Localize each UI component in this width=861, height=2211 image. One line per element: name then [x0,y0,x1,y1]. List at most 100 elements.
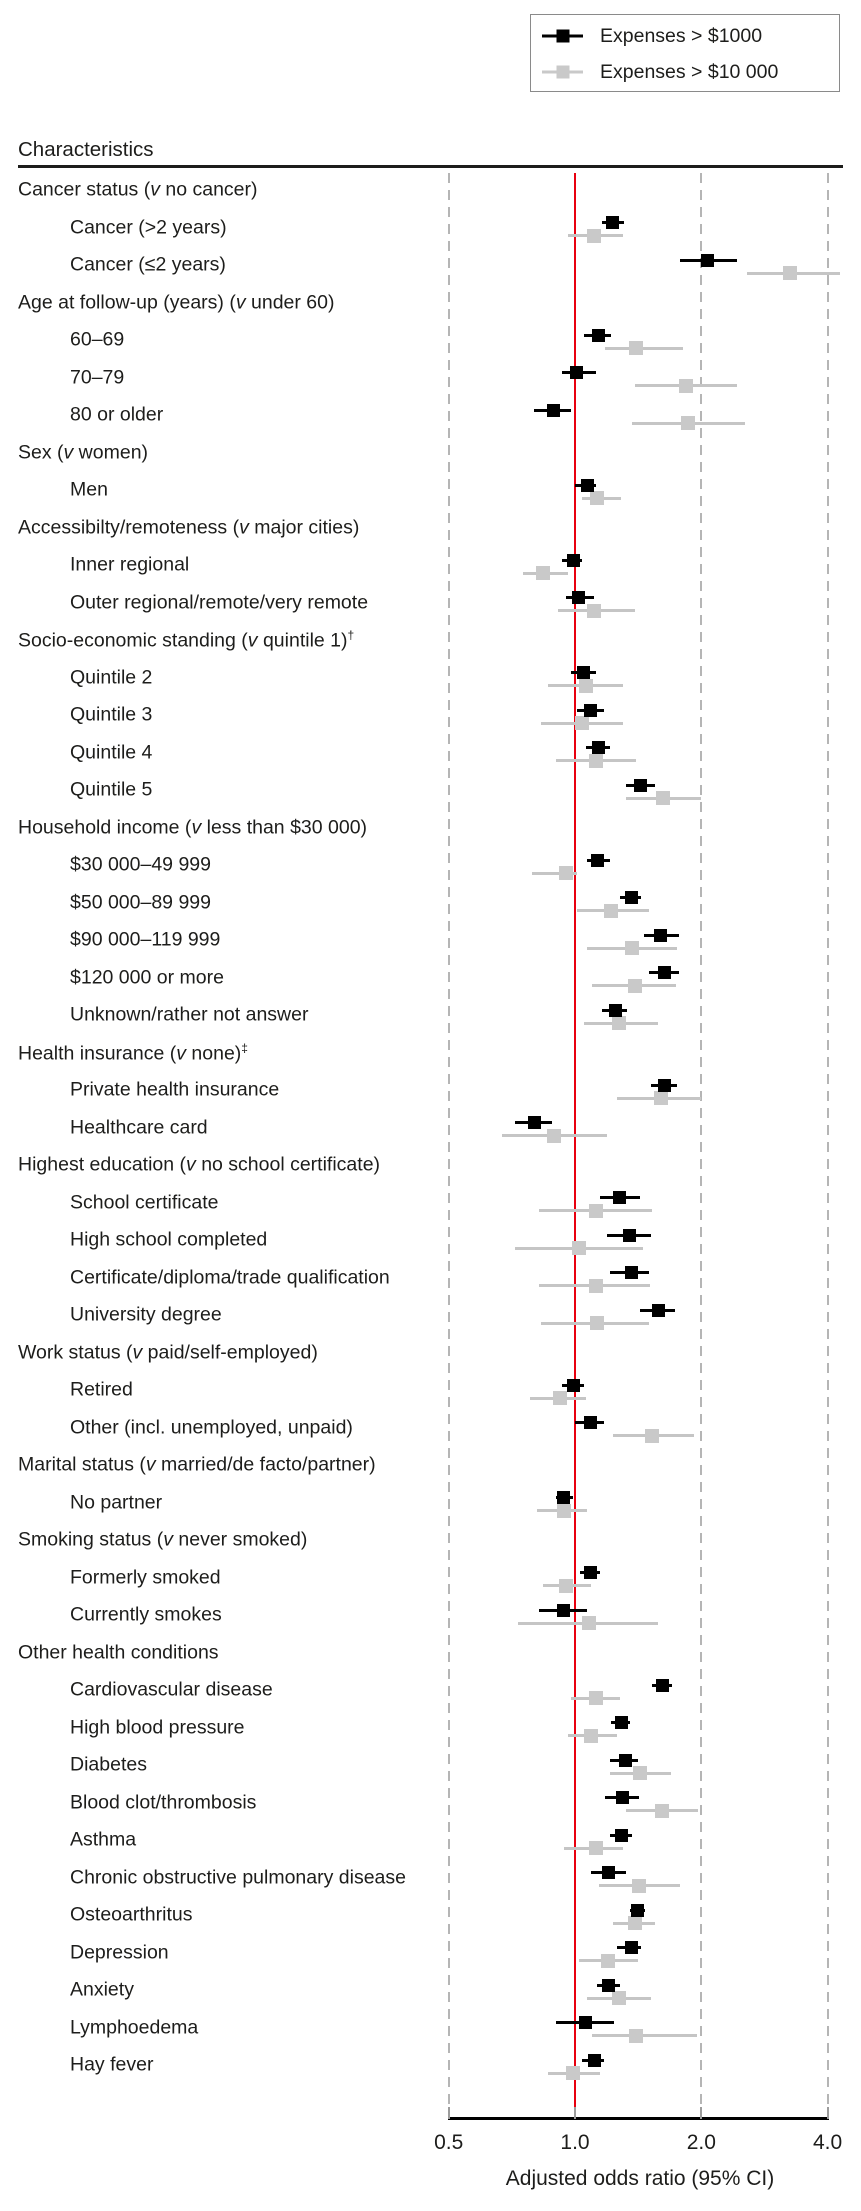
marker-expenses-1000 [547,403,561,417]
marker-expenses-1000 [624,1266,638,1279]
row-group-label: Age at follow-up (years) (v under 60) [18,291,335,313]
marker-expenses-10000 [645,1428,660,1443]
marker-expenses-10000 [587,228,602,243]
marker-expenses-1000 [651,1303,665,1317]
row-item-label: Currently smokes [70,1603,222,1626]
marker-expenses-1000 [557,1491,571,1504]
row-item-label: High blood pressure [70,1716,245,1738]
row-group-label: Smoking status (v never smoked) [18,1528,308,1551]
marker-expenses-1000 [606,216,620,229]
marker-expenses-10000 [578,678,593,693]
row-item-label: $30 000–49 999 [70,853,211,876]
axis-tick [826,2107,829,2119]
row-item-label: 70–79 [70,366,125,388]
marker-expenses-1000 [570,366,584,379]
marker-expenses-10000 [583,1728,598,1743]
row-item-label: University degree [70,1303,222,1326]
row-group-label: Health insurance (v none)‡ [18,1040,248,1064]
row-item-label: Formerly smoked [70,1566,221,1588]
reference-line [574,173,576,2120]
marker-expenses-10000 [628,978,642,993]
ci-line-expenses-10000 [592,2034,697,2037]
marker-expenses-1000 [577,666,591,679]
marker-expenses-10000 [536,566,551,580]
row-item-label: $90 000–119 999 [70,928,221,951]
legend-square-icon [556,65,569,79]
marker-expenses-1000 [566,1378,580,1392]
axis-tick [700,2107,703,2119]
marker-expenses-10000 [625,941,640,955]
legend: Expenses > $1000 Expenses > $10 000 [530,14,840,92]
marker-expenses-1000 [527,1116,541,1129]
row-item-label: Private health insurance [70,1078,280,1101]
x-tick-label: 1.0 [560,2131,590,2154]
row-group-label: Socio-economic standing (v quintile 1)† [18,627,355,652]
marker-expenses-10000 [588,753,603,768]
legend-label: Expenses > $10 000 [600,60,779,83]
marker-expenses-10000 [566,2066,581,2080]
row-group-label: Sex (v women) [18,441,149,463]
marker-expenses-10000 [571,1241,586,1255]
row-item-label: Depression [70,1941,169,1963]
row-item-label: $50 000–89 999 [70,891,211,913]
legend-entry: Expenses > $10 000 [531,54,839,90]
row-item-label: High school completed [70,1228,268,1251]
row-group-label: Marital status (v married/de facto/partn… [18,1453,376,1476]
marker-expenses-10000 [588,1841,603,1855]
marker-expenses-1000 [616,1791,630,1804]
marker-expenses-10000 [633,1766,648,1780]
axis-tick [447,2107,450,2119]
marker-expenses-1000 [657,966,671,979]
row-item-label: Lymphoedema [70,2016,199,2038]
marker-expenses-1000 [584,1416,598,1429]
marker-expenses-1000 [609,1003,623,1017]
row-item-label: Quintile 4 [70,741,153,763]
x-tick-label: 2.0 [686,2131,716,2154]
marker-expenses-1000 [592,328,606,342]
legend-series-marker [542,29,583,43]
marker-expenses-10000 [604,903,619,918]
legend-square-icon [556,29,569,43]
row-item-label: Quintile 5 [70,778,153,801]
marker-expenses-1000 [592,741,606,754]
marker-expenses-10000 [681,416,696,430]
marker-expenses-10000 [588,1278,603,1293]
row-item-label: Hay fever [70,2053,154,2076]
marker-expenses-10000 [653,1091,668,1105]
axis-baseline [447,2117,829,2120]
marker-expenses-1000 [624,891,638,904]
marker-expenses-10000 [588,1691,603,1705]
marker-expenses-1000 [631,1903,645,1917]
marker-expenses-10000 [782,266,797,280]
row-item-label: School certificate [70,1191,219,1213]
marker-expenses-10000 [590,1316,605,1330]
row-group-label: Cancer status (v no cancer) [18,178,258,201]
row-item-label: Blood clot/thrombosis [70,1791,257,1813]
row-group-label: Work status (v paid/self-employed) [18,1341,318,1363]
x-tick-label: 0.5 [434,2131,464,2154]
gridline [700,173,703,2107]
row-group-label: Other health conditions [18,1641,219,1663]
row-item-label: 60–69 [70,328,125,351]
row-item-label: Unknown/rather not answer [70,1003,309,1026]
marker-expenses-10000 [558,866,573,880]
marker-expenses-10000 [588,1203,603,1218]
marker-expenses-10000 [546,1128,561,1143]
marker-expenses-1000 [654,928,668,942]
header-underline [18,165,843,168]
row-item-label: Chronic obstructive pulmonary disease [70,1866,406,1888]
marker-expenses-1000 [619,1753,633,1767]
legend-entry: Expenses > $1000 [531,18,839,54]
marker-expenses-1000 [614,1828,628,1842]
marker-expenses-10000 [611,1016,626,1030]
x-tick-label: 4.0 [812,2131,843,2154]
row-item-label: Anxiety [70,1978,134,2001]
ci-line-expenses-10000 [605,346,684,350]
marker-expenses-10000 [556,1503,571,1518]
row-item-label: No partner [70,1491,163,1513]
row-item-label: 80 or older [70,403,164,426]
marker-expenses-1000 [557,1603,571,1617]
marker-expenses-10000 [655,791,670,805]
row-item-label: Asthma [70,1828,137,1851]
